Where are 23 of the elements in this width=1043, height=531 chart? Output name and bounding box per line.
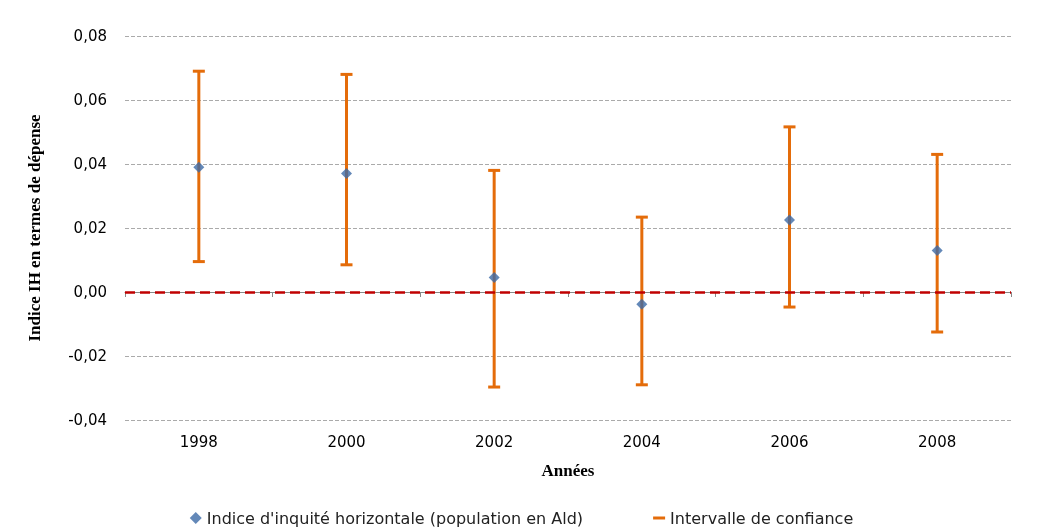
y-axis-title: Indice IH en termes de dépense xyxy=(25,113,44,342)
point xyxy=(636,298,648,310)
legend-label: Indice d'inquité horizontale (population en Ald) xyxy=(206,508,584,528)
y-tick-label: 0,04 xyxy=(73,155,107,173)
legend-label: Intervalle de confiance xyxy=(670,508,854,528)
y-tick-label: 0,06 xyxy=(73,91,107,109)
x-tick-label: 2008 xyxy=(918,432,957,451)
y-tick-label: 0,02 xyxy=(73,219,107,237)
point xyxy=(193,161,205,173)
y-tick-label: -0,04 xyxy=(68,411,107,429)
y-tick-label: 0,08 xyxy=(73,27,107,45)
y-tick-label: 0,00 xyxy=(73,283,107,301)
point xyxy=(488,272,500,284)
x-tick-label: 2002 xyxy=(475,432,514,451)
point xyxy=(784,214,795,226)
x-tick-label: 2004 xyxy=(622,432,661,451)
x-tick-label: 2006 xyxy=(770,432,809,451)
x-tick-label: 1998 xyxy=(179,432,218,451)
x-axis-title: Années xyxy=(541,461,595,480)
point xyxy=(341,168,352,180)
x-tick-label: 2000 xyxy=(327,432,366,451)
y-tick-label: -0,02 xyxy=(68,347,107,365)
point xyxy=(931,244,943,256)
